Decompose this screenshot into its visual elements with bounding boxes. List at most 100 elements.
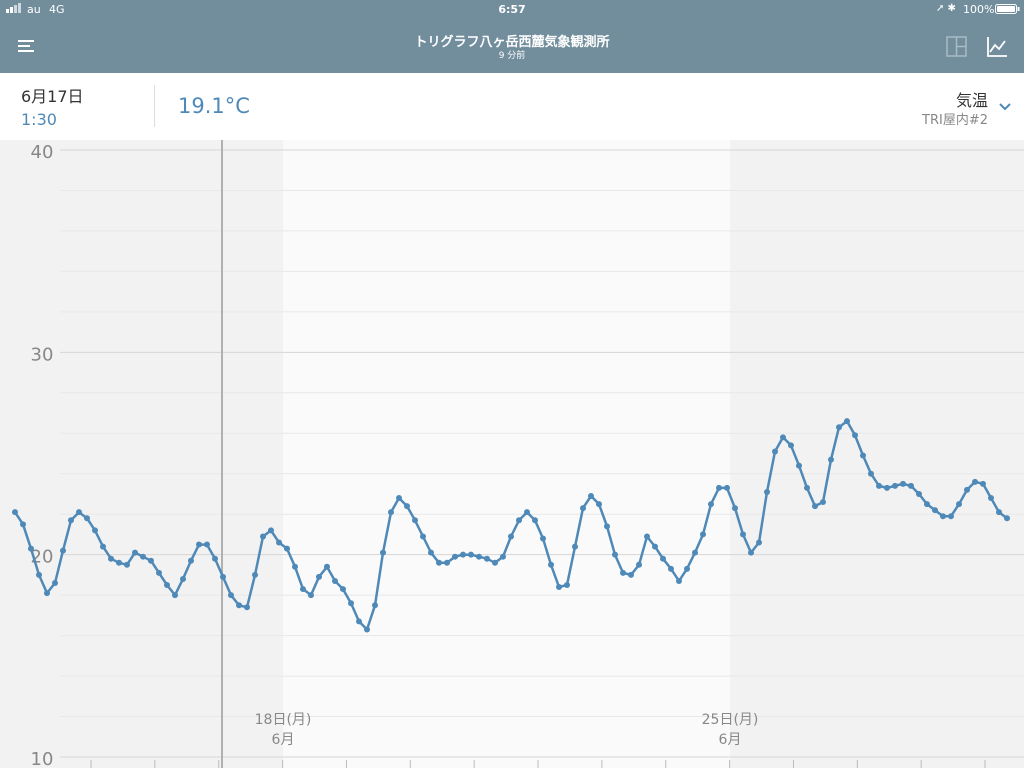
data-point bbox=[332, 577, 338, 584]
dropdown-arrow[interactable] bbox=[998, 102, 1012, 112]
data-point bbox=[764, 488, 770, 495]
data-point bbox=[884, 484, 890, 491]
data-point bbox=[820, 499, 826, 506]
data-point bbox=[908, 482, 914, 489]
data-point bbox=[996, 509, 1002, 516]
data-point bbox=[516, 517, 522, 524]
data-point bbox=[484, 555, 490, 562]
data-point bbox=[172, 592, 178, 599]
data-point bbox=[468, 551, 474, 558]
data-point bbox=[308, 592, 314, 599]
data-point bbox=[340, 586, 346, 593]
info-bar: 6月17日 1:30 19.1°C 気温 TRI屋内#2 bbox=[0, 73, 1024, 140]
data-point bbox=[852, 432, 858, 439]
data-point bbox=[220, 573, 226, 580]
y-tick-label: 10 bbox=[31, 749, 54, 768]
data-point bbox=[620, 569, 626, 576]
data-point bbox=[780, 434, 786, 441]
data-point bbox=[844, 418, 850, 425]
layout-button[interactable] bbox=[946, 36, 968, 58]
data-point bbox=[628, 571, 634, 578]
data-point bbox=[188, 557, 194, 564]
data-point bbox=[420, 533, 426, 540]
data-point bbox=[276, 539, 282, 546]
data-point bbox=[668, 565, 674, 572]
data-point bbox=[380, 549, 386, 556]
shade bbox=[730, 140, 1024, 768]
data-point bbox=[236, 602, 242, 609]
data-point bbox=[700, 531, 706, 538]
data-point bbox=[940, 513, 946, 520]
data-point bbox=[68, 517, 74, 524]
chart-button[interactable] bbox=[986, 36, 1008, 58]
status-bar: au 4G 6:57 ➚ ✱ 100% bbox=[0, 0, 1024, 18]
data-point bbox=[348, 600, 354, 607]
data-point bbox=[444, 559, 450, 566]
data-point bbox=[228, 592, 234, 599]
data-point bbox=[396, 495, 402, 502]
carrier: au bbox=[27, 3, 41, 16]
data-point bbox=[356, 618, 362, 625]
data-point bbox=[20, 521, 26, 528]
x-tick-label: 25日(月) bbox=[702, 712, 759, 728]
data-point bbox=[108, 555, 114, 562]
data-point bbox=[460, 551, 466, 558]
data-point bbox=[52, 579, 58, 586]
data-point bbox=[876, 482, 882, 489]
data-point bbox=[692, 549, 698, 556]
data-point bbox=[596, 501, 602, 508]
shade bbox=[283, 140, 730, 768]
data-point bbox=[988, 495, 994, 502]
selected-time: 1:30 bbox=[21, 110, 57, 129]
battery-percent: 100% bbox=[963, 3, 995, 16]
y-tick-label: 30 bbox=[31, 344, 54, 365]
menu-button[interactable] bbox=[18, 39, 38, 55]
data-point bbox=[372, 602, 378, 609]
data-point bbox=[788, 442, 794, 449]
data-point bbox=[300, 586, 306, 593]
data-point bbox=[588, 492, 594, 499]
data-point bbox=[524, 509, 530, 516]
data-point bbox=[660, 555, 666, 562]
x-tick-label: 18日(月) bbox=[255, 712, 312, 728]
data-point bbox=[124, 561, 130, 568]
data-point bbox=[556, 584, 562, 591]
data-point bbox=[140, 553, 146, 560]
data-point bbox=[652, 543, 658, 550]
y-tick-label: 40 bbox=[31, 142, 54, 163]
data-point bbox=[956, 501, 962, 508]
data-point bbox=[284, 545, 290, 552]
data-point bbox=[196, 541, 202, 548]
data-point bbox=[964, 486, 970, 493]
data-point bbox=[828, 456, 834, 463]
data-point bbox=[740, 531, 746, 538]
data-point bbox=[684, 565, 690, 572]
data-point bbox=[604, 523, 610, 530]
data-point bbox=[932, 507, 938, 514]
signal-icon bbox=[6, 3, 21, 13]
data-point bbox=[676, 577, 682, 584]
location-bt-icons: ➚ ✱ bbox=[936, 3, 956, 14]
data-point bbox=[164, 582, 170, 589]
data-point bbox=[492, 559, 498, 566]
data-point bbox=[892, 482, 898, 489]
data-point bbox=[12, 509, 18, 516]
data-point bbox=[540, 535, 546, 542]
data-point bbox=[428, 549, 434, 556]
data-point bbox=[252, 571, 258, 578]
data-point bbox=[388, 509, 394, 516]
data-point bbox=[452, 553, 458, 560]
measure-select[interactable]: 気温 bbox=[955, 91, 988, 110]
data-point bbox=[948, 513, 954, 520]
sensor-name: TRI屋内#2 bbox=[922, 113, 988, 128]
data-point bbox=[364, 626, 370, 633]
data-point bbox=[84, 515, 90, 522]
data-point bbox=[1004, 515, 1010, 522]
data-point bbox=[564, 582, 570, 589]
selected-date: 6月17日 bbox=[21, 87, 84, 106]
data-point bbox=[732, 505, 738, 512]
data-point bbox=[572, 543, 578, 550]
x-tick-label: 6月 bbox=[719, 732, 742, 748]
data-point bbox=[244, 604, 250, 611]
